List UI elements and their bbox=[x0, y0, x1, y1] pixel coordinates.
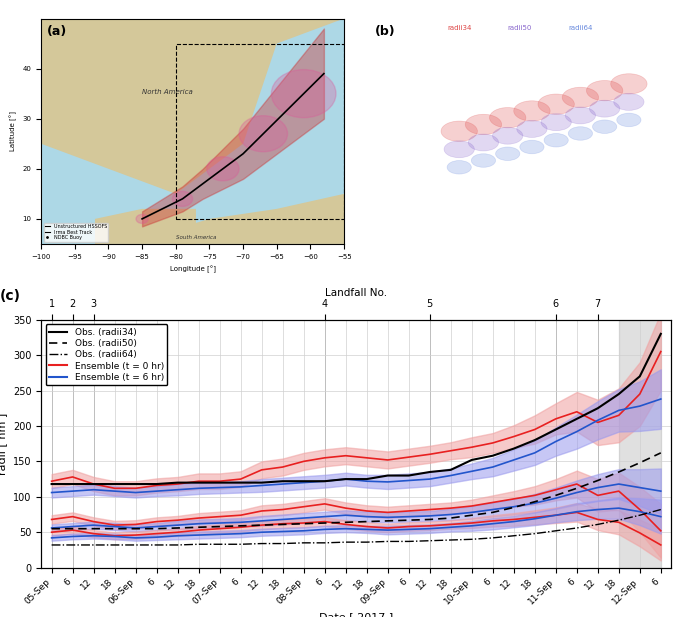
Ellipse shape bbox=[495, 147, 520, 160]
Legend: Obs. (radii34), Obs. (radii50), Obs. (radii64), Ensemble (t = 0 hr), Ensemble (t: Obs. (radii34), Obs. (radii50), Obs. (ra… bbox=[46, 324, 167, 386]
Text: North America: North America bbox=[142, 89, 193, 94]
Ellipse shape bbox=[441, 121, 477, 141]
Bar bbox=[619, 320, 661, 568]
X-axis label: Landfall No.: Landfall No. bbox=[325, 289, 387, 299]
Ellipse shape bbox=[514, 101, 550, 121]
Ellipse shape bbox=[465, 114, 501, 135]
Polygon shape bbox=[95, 209, 196, 244]
Circle shape bbox=[239, 116, 288, 152]
Polygon shape bbox=[176, 194, 344, 244]
Circle shape bbox=[207, 157, 239, 181]
Ellipse shape bbox=[520, 140, 544, 154]
Circle shape bbox=[173, 191, 192, 206]
Ellipse shape bbox=[541, 114, 571, 131]
Ellipse shape bbox=[616, 113, 641, 126]
Ellipse shape bbox=[565, 107, 595, 124]
Ellipse shape bbox=[444, 141, 474, 158]
X-axis label: Longitude [°]: Longitude [°] bbox=[170, 265, 216, 273]
X-axis label: Date [ 2017 ]: Date [ 2017 ] bbox=[319, 612, 393, 617]
Y-axis label: Latitude [°]: Latitude [°] bbox=[10, 111, 17, 151]
Ellipse shape bbox=[538, 94, 574, 114]
Ellipse shape bbox=[469, 134, 499, 151]
Text: (a): (a) bbox=[47, 25, 67, 38]
Ellipse shape bbox=[493, 127, 523, 144]
Text: radii50: radii50 bbox=[508, 25, 532, 31]
Polygon shape bbox=[41, 19, 344, 194]
Text: (c): (c) bbox=[0, 289, 21, 303]
Ellipse shape bbox=[586, 80, 623, 101]
Ellipse shape bbox=[611, 74, 647, 94]
Y-axis label: radii [ nm ]: radii [ nm ] bbox=[0, 413, 8, 475]
Ellipse shape bbox=[447, 160, 471, 174]
Circle shape bbox=[271, 70, 336, 118]
Text: radii34: radii34 bbox=[447, 25, 471, 31]
Text: (b): (b) bbox=[375, 25, 395, 38]
Ellipse shape bbox=[516, 120, 547, 138]
Bar bbox=[176, 44, 344, 219]
Ellipse shape bbox=[562, 87, 599, 107]
Ellipse shape bbox=[590, 100, 620, 117]
Circle shape bbox=[136, 214, 148, 223]
Ellipse shape bbox=[490, 107, 526, 128]
Text: radii64: radii64 bbox=[569, 25, 593, 31]
Legend: Unstructured HSSOFS, Irma Best Track, NDBC Buoy: Unstructured HSSOFS, Irma Best Track, ND… bbox=[44, 223, 108, 241]
Ellipse shape bbox=[569, 126, 593, 140]
Text: South America: South America bbox=[176, 235, 216, 240]
Ellipse shape bbox=[593, 120, 616, 133]
Ellipse shape bbox=[471, 154, 495, 167]
Ellipse shape bbox=[614, 93, 644, 110]
Ellipse shape bbox=[544, 133, 569, 147]
